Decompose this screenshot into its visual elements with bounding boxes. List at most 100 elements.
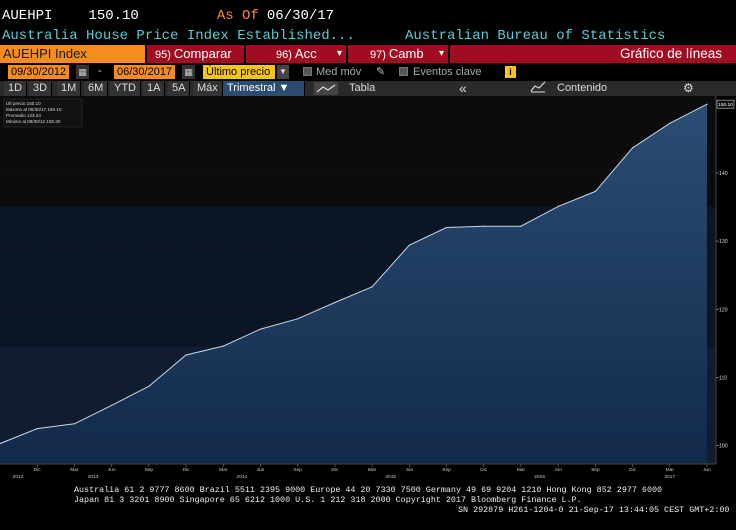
actions-number: 96) bbox=[276, 49, 292, 61]
x-tick-label: Sep bbox=[293, 467, 302, 473]
x-tick-label: Dic bbox=[480, 467, 488, 473]
pencil-icon[interactable]: ✎ bbox=[376, 66, 386, 78]
price-chart[interactable]: 100 110 120 130 140 Dic Mar Jun Sep Dic Mar Jun Sep… bbox=[0, 96, 736, 480]
x-tick-label: Dic bbox=[331, 467, 339, 473]
change-label: Camb bbox=[388, 46, 424, 61]
period-5a[interactable]: 5A bbox=[168, 81, 191, 96]
y-tick-label: 140 bbox=[719, 171, 728, 177]
chevron-down-icon: ▾ bbox=[438, 48, 444, 59]
as-of-date: 06/30/17 bbox=[266, 8, 335, 24]
x-tick-label: Mar bbox=[368, 467, 377, 473]
x-tick-label: Sep bbox=[442, 467, 451, 473]
description-bar: Australia House Price Index Established.… bbox=[0, 27, 736, 45]
gear-icon[interactable]: ⚙ bbox=[683, 81, 694, 95]
period-3d[interactable]: 3D bbox=[29, 81, 53, 96]
chart-glyph bbox=[530, 81, 546, 93]
security-description: Australia House Price Index Established.… bbox=[2, 28, 355, 44]
x-year-label: 2015 bbox=[385, 474, 396, 480]
compare-number: 95) bbox=[155, 49, 171, 61]
ticker: AUEHPI bbox=[2, 8, 53, 24]
y-tick-label: 130 bbox=[719, 239, 728, 245]
x-tick-label: Jun bbox=[257, 467, 265, 473]
period-1m[interactable]: 1M bbox=[57, 81, 82, 96]
period-bar: 1D 3D 1M 6M YTD 1A 5A Máx Trimestral ▼ T… bbox=[0, 81, 736, 96]
calendar-icon[interactable]: ▦ bbox=[76, 65, 89, 79]
x-year-label: 2012 bbox=[13, 474, 24, 480]
frequency-select[interactable]: Trimestral ▼ bbox=[223, 81, 305, 96]
legend-box bbox=[3, 98, 83, 128]
price-field-select[interactable]: Último precio bbox=[203, 65, 275, 79]
end-date-field[interactable]: 06/30/2017 bbox=[114, 65, 176, 79]
line-chart-icon[interactable] bbox=[314, 82, 338, 95]
footer-contacts-1: Australia 61 2 9777 8600 Brazil 5511 239… bbox=[74, 485, 663, 495]
legend-line-min: Mínimo al 09/30/12 100.30 bbox=[6, 119, 61, 124]
moving-average-label: Med móv bbox=[316, 66, 362, 78]
compare-button[interactable]: 95) Comparar bbox=[147, 45, 244, 63]
actions-menu[interactable]: 96) Acc ▾ bbox=[246, 45, 346, 63]
x-axis-ticks: Dic Mar Jun Sep Dic Mar Jun Sep Dic Mar Jun Sep Dic M… bbox=[13, 464, 711, 480]
x-tick-label: Dic bbox=[183, 467, 191, 473]
date-separator: - bbox=[98, 65, 102, 77]
legend-line-avg: Promedio 123.24 bbox=[6, 113, 41, 118]
last-value-marker: 150.10 bbox=[716, 99, 735, 109]
footer-contacts-2: Japan 81 3 3201 8900 Singapore 65 6212 1… bbox=[74, 495, 582, 505]
calendar-icon[interactable]: ▦ bbox=[182, 65, 195, 79]
x-tick-label: Dic bbox=[629, 467, 637, 473]
y-tick-label: 120 bbox=[719, 307, 728, 313]
contents-button[interactable]: Contenido bbox=[557, 82, 608, 94]
y-axis-ticks: 100 110 120 130 140 bbox=[716, 171, 728, 450]
x-tick-label: Jun bbox=[405, 467, 413, 473]
key-events-label: Eventos clave bbox=[413, 66, 482, 78]
legend-line-last: Últ precio 150.10 bbox=[6, 100, 41, 106]
actions-label: Acc bbox=[294, 46, 317, 61]
header-bar: AUEHPI 150.10 As Of 06/30/17 bbox=[0, 7, 736, 25]
x-tick-label: Dic bbox=[34, 467, 42, 473]
moving-average-checkbox[interactable] bbox=[303, 67, 312, 76]
change-menu[interactable]: 97) Camb ▾ bbox=[348, 45, 448, 63]
period-ytd[interactable]: YTD bbox=[110, 81, 141, 96]
collapse-icon[interactable]: « bbox=[459, 80, 467, 96]
x-year-label: 2016 bbox=[534, 474, 545, 480]
contents-chart-icon[interactable] bbox=[530, 81, 546, 96]
legend-line-max: Máximo al 06/30/17 150.10 bbox=[6, 107, 62, 112]
date-range-bar: 09/30/2012 ▦ - 06/30/2017 ▦ Último preci… bbox=[0, 64, 736, 80]
chevron-down-icon[interactable]: ▼ bbox=[277, 65, 289, 79]
price-line bbox=[0, 103, 708, 445]
x-tick-label: Jun bbox=[703, 467, 711, 473]
table-button[interactable]: Tabla bbox=[349, 82, 376, 94]
change-number: 97) bbox=[370, 49, 386, 61]
y-tick-label: 110 bbox=[719, 375, 727, 381]
y-tick-label: 100 bbox=[719, 444, 728, 450]
info-icon[interactable]: i bbox=[505, 66, 516, 78]
legend: Últ precio 150.10 Máximo al 06/30/17 150… bbox=[3, 98, 83, 128]
x-tick-label: Mar bbox=[517, 467, 526, 473]
x-tick-label: Jun bbox=[108, 467, 116, 473]
x-year-label: 2017 bbox=[664, 474, 675, 480]
x-tick-label: Sep bbox=[145, 467, 154, 473]
as-of-label: As Of bbox=[216, 8, 259, 24]
index-field[interactable]: AUEHPI Index bbox=[0, 45, 145, 63]
line-chart-glyph bbox=[316, 84, 336, 93]
period-6m[interactable]: 6M bbox=[84, 81, 109, 96]
x-year-label: 2013 bbox=[88, 474, 99, 480]
chevron-down-icon: ▾ bbox=[336, 48, 342, 59]
period-max[interactable]: Máx bbox=[193, 81, 223, 96]
data-source: Australian Bureau of Statistics bbox=[405, 28, 666, 44]
x-tick-label: Jun bbox=[554, 467, 562, 473]
key-events-checkbox[interactable] bbox=[399, 67, 408, 76]
function-toolbar: AUEHPI Index 95) Comparar 96) Acc ▾ 97) Cam… bbox=[0, 45, 736, 63]
last-value-label: 150.10 bbox=[718, 102, 733, 108]
period-1d[interactable]: 1D bbox=[4, 81, 28, 96]
compare-label: Comparar bbox=[173, 46, 232, 61]
chart-type-title[interactable]: Gráfico de líneas bbox=[450, 45, 736, 63]
period-1a[interactable]: 1A bbox=[143, 81, 166, 96]
x-tick-label: Sep bbox=[591, 467, 600, 473]
last-value-box bbox=[716, 99, 735, 109]
x-tick-label: Mar bbox=[70, 467, 79, 473]
last-price: 150.10 bbox=[88, 8, 139, 24]
x-tick-label: Mar bbox=[219, 467, 228, 473]
start-date-field[interactable]: 09/30/2012 bbox=[8, 65, 70, 79]
area-fill bbox=[0, 104, 707, 464]
x-year-label: 2014 bbox=[237, 474, 248, 480]
footer-session: SN 292879 H261-1204-0 21-Sep-17 13:44:05… bbox=[458, 505, 730, 515]
